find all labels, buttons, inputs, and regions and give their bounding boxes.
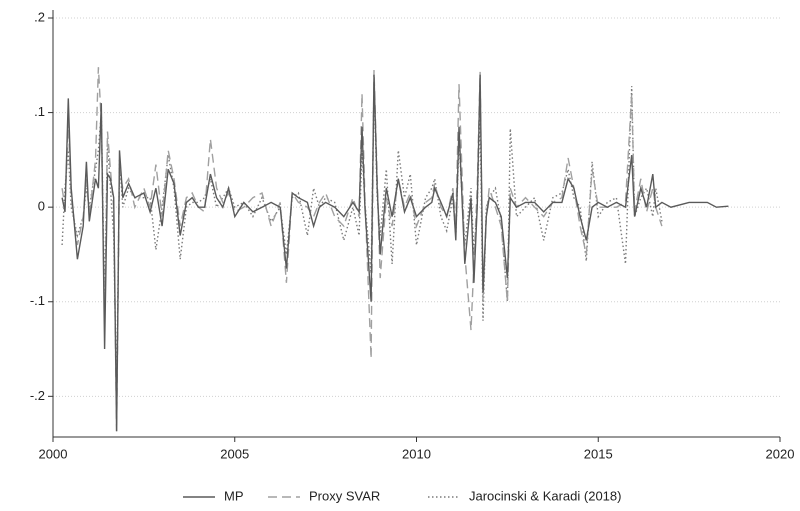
y-tick-label: .1 (34, 104, 45, 119)
y-tick-label: 0 (38, 199, 45, 214)
x-tick-label: 2015 (584, 446, 613, 461)
legend-label: Proxy SVAR (309, 488, 380, 503)
y-tick-label: .2 (34, 9, 45, 24)
legend-label: Jarocinski & Karadi (2018) (469, 488, 621, 503)
x-tick-label: 2020 (766, 446, 795, 461)
y-tick-label: -.2 (30, 388, 45, 403)
x-tick-label: 2010 (402, 446, 431, 461)
legend-label: MP (224, 488, 244, 503)
x-tick-label: 2005 (220, 446, 249, 461)
x-tick-label: 2000 (39, 446, 68, 461)
y-tick-label: -.1 (30, 293, 45, 308)
series-line (61, 67, 663, 432)
series-line (61, 74, 729, 432)
